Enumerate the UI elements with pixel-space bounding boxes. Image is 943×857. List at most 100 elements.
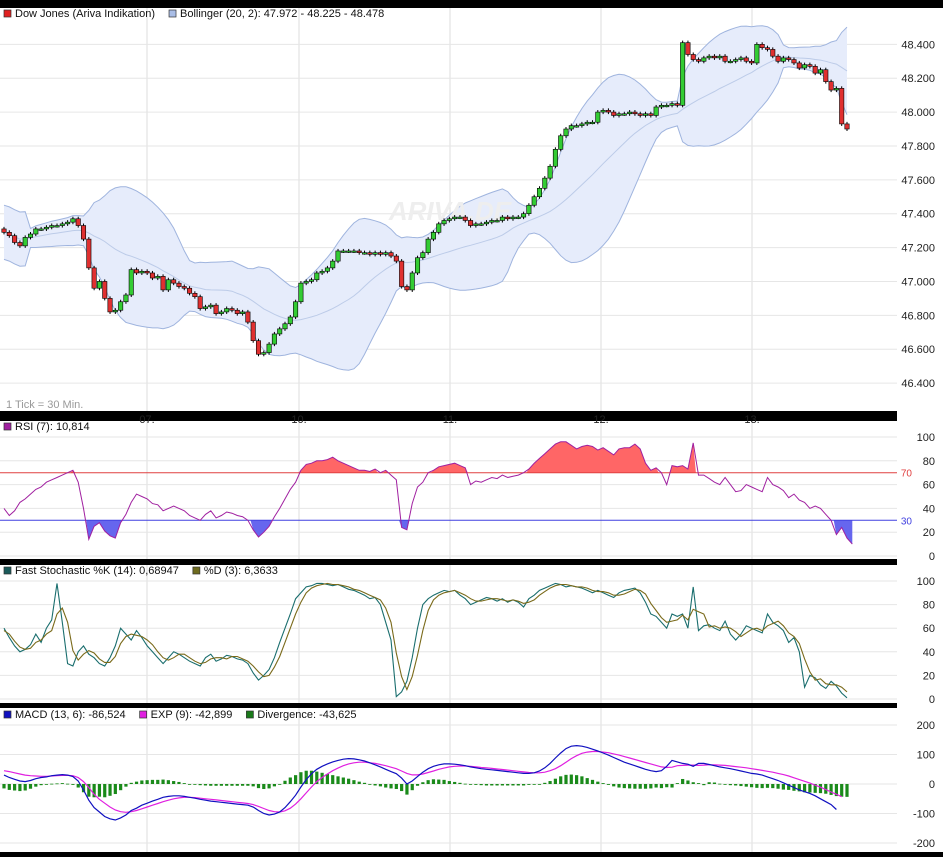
divergence-bar xyxy=(182,783,186,784)
candle-body xyxy=(240,311,246,314)
divergence-bar xyxy=(696,783,701,784)
candle-body xyxy=(192,292,198,297)
divergence-bar xyxy=(702,784,706,786)
divergence-bar xyxy=(829,784,833,795)
divergence-bar xyxy=(553,778,557,784)
divergence-bar xyxy=(331,775,335,784)
candle-body xyxy=(722,55,728,62)
candle-body xyxy=(574,125,580,128)
candle-body xyxy=(727,60,733,64)
divergence-bar xyxy=(251,784,255,787)
candle-body xyxy=(696,59,702,62)
candle-body xyxy=(293,301,299,318)
divergence-bar xyxy=(60,783,64,784)
candle-body xyxy=(324,267,330,272)
candle-body xyxy=(17,242,23,247)
divergence-bar xyxy=(659,784,664,789)
divergence-bar xyxy=(92,784,96,798)
axis-bg xyxy=(897,8,943,852)
x-tick-label: 11. xyxy=(443,414,457,426)
candle-body xyxy=(802,64,808,69)
legend-label: RSI (7): 10,814 xyxy=(15,421,90,433)
candle-body xyxy=(309,279,315,282)
macd-panel-bg xyxy=(0,708,897,852)
divergence-bar xyxy=(50,783,54,785)
divergence-bar xyxy=(235,784,239,786)
divergence-bar xyxy=(71,784,75,785)
candle-body xyxy=(817,69,823,74)
candle-body xyxy=(213,304,219,314)
divergence-bar xyxy=(129,782,133,784)
price-tick-label: 46.800 xyxy=(901,310,935,322)
divergence-bar xyxy=(813,784,817,793)
candle-body xyxy=(362,252,368,255)
divergence-bar xyxy=(267,784,271,789)
divergence-bar xyxy=(543,782,547,784)
divergence-bar xyxy=(230,784,234,786)
candle-body xyxy=(86,238,92,269)
divergence-bar xyxy=(378,784,383,787)
divergence-bar xyxy=(585,778,589,784)
divergence-bar xyxy=(256,784,261,789)
divergence-bar xyxy=(262,784,266,790)
divergence-bar xyxy=(39,784,43,786)
legend-label: Fast Stochastic %K (14): 0,68947 xyxy=(15,565,179,577)
candle-body xyxy=(595,111,601,123)
divergence-bar xyxy=(150,779,155,784)
candle-body xyxy=(139,270,145,274)
candle-body xyxy=(780,57,786,62)
candle-body xyxy=(187,287,193,294)
candle-body xyxy=(356,250,362,253)
candle-body xyxy=(552,149,558,167)
divergence-bar xyxy=(209,784,213,786)
candle-body xyxy=(102,281,108,299)
divergence-bar xyxy=(2,784,6,789)
divergence-bar xyxy=(415,784,420,786)
candle-body xyxy=(839,88,845,125)
divergence-bar xyxy=(283,780,287,784)
candle-body xyxy=(261,352,267,355)
candle-body xyxy=(483,221,489,225)
divergence-bar xyxy=(214,784,218,786)
candle-body xyxy=(38,228,44,231)
candle-body xyxy=(685,42,691,55)
divergence-bar xyxy=(325,773,330,784)
candle-body xyxy=(510,216,516,220)
legend-swatch xyxy=(168,9,177,18)
divergence-bar xyxy=(675,783,679,784)
candle-body xyxy=(255,340,261,355)
candle-body xyxy=(706,55,712,59)
divergence-bar xyxy=(304,770,308,784)
divergence-bar xyxy=(66,783,70,785)
divergence-bar xyxy=(410,784,414,791)
divergence-bar xyxy=(548,781,552,784)
candle-body xyxy=(399,260,405,287)
candle-body xyxy=(590,121,596,125)
macd-tick-label: -100 xyxy=(913,809,935,821)
legend-swatch xyxy=(3,566,12,575)
price-tick-label: 47.800 xyxy=(901,141,935,153)
divergence-bar xyxy=(225,784,229,786)
divergence-bar xyxy=(521,784,526,786)
candle-body xyxy=(643,113,649,116)
divergence-bar xyxy=(643,784,648,789)
rsi-70-label: 70 xyxy=(901,469,913,480)
price-tick-label: 47.600 xyxy=(901,175,935,187)
stochastic-panel xyxy=(3,582,848,699)
divergence-bar xyxy=(400,784,404,792)
candle-body xyxy=(335,250,341,262)
divergence-bar xyxy=(511,784,515,786)
candle-body xyxy=(1,228,7,233)
divergence-bar xyxy=(166,780,170,784)
candle-body xyxy=(33,228,39,235)
divergence-bar xyxy=(134,781,139,784)
divergence-bar xyxy=(765,784,770,788)
divergence-bar xyxy=(240,784,245,786)
divergence-bar xyxy=(834,784,838,797)
divergence-bar xyxy=(373,784,377,786)
candle-body xyxy=(653,106,659,116)
divergence-bar xyxy=(161,779,165,784)
legend-swatch xyxy=(246,710,254,719)
candle-body xyxy=(717,55,723,59)
candle-body xyxy=(351,250,357,253)
